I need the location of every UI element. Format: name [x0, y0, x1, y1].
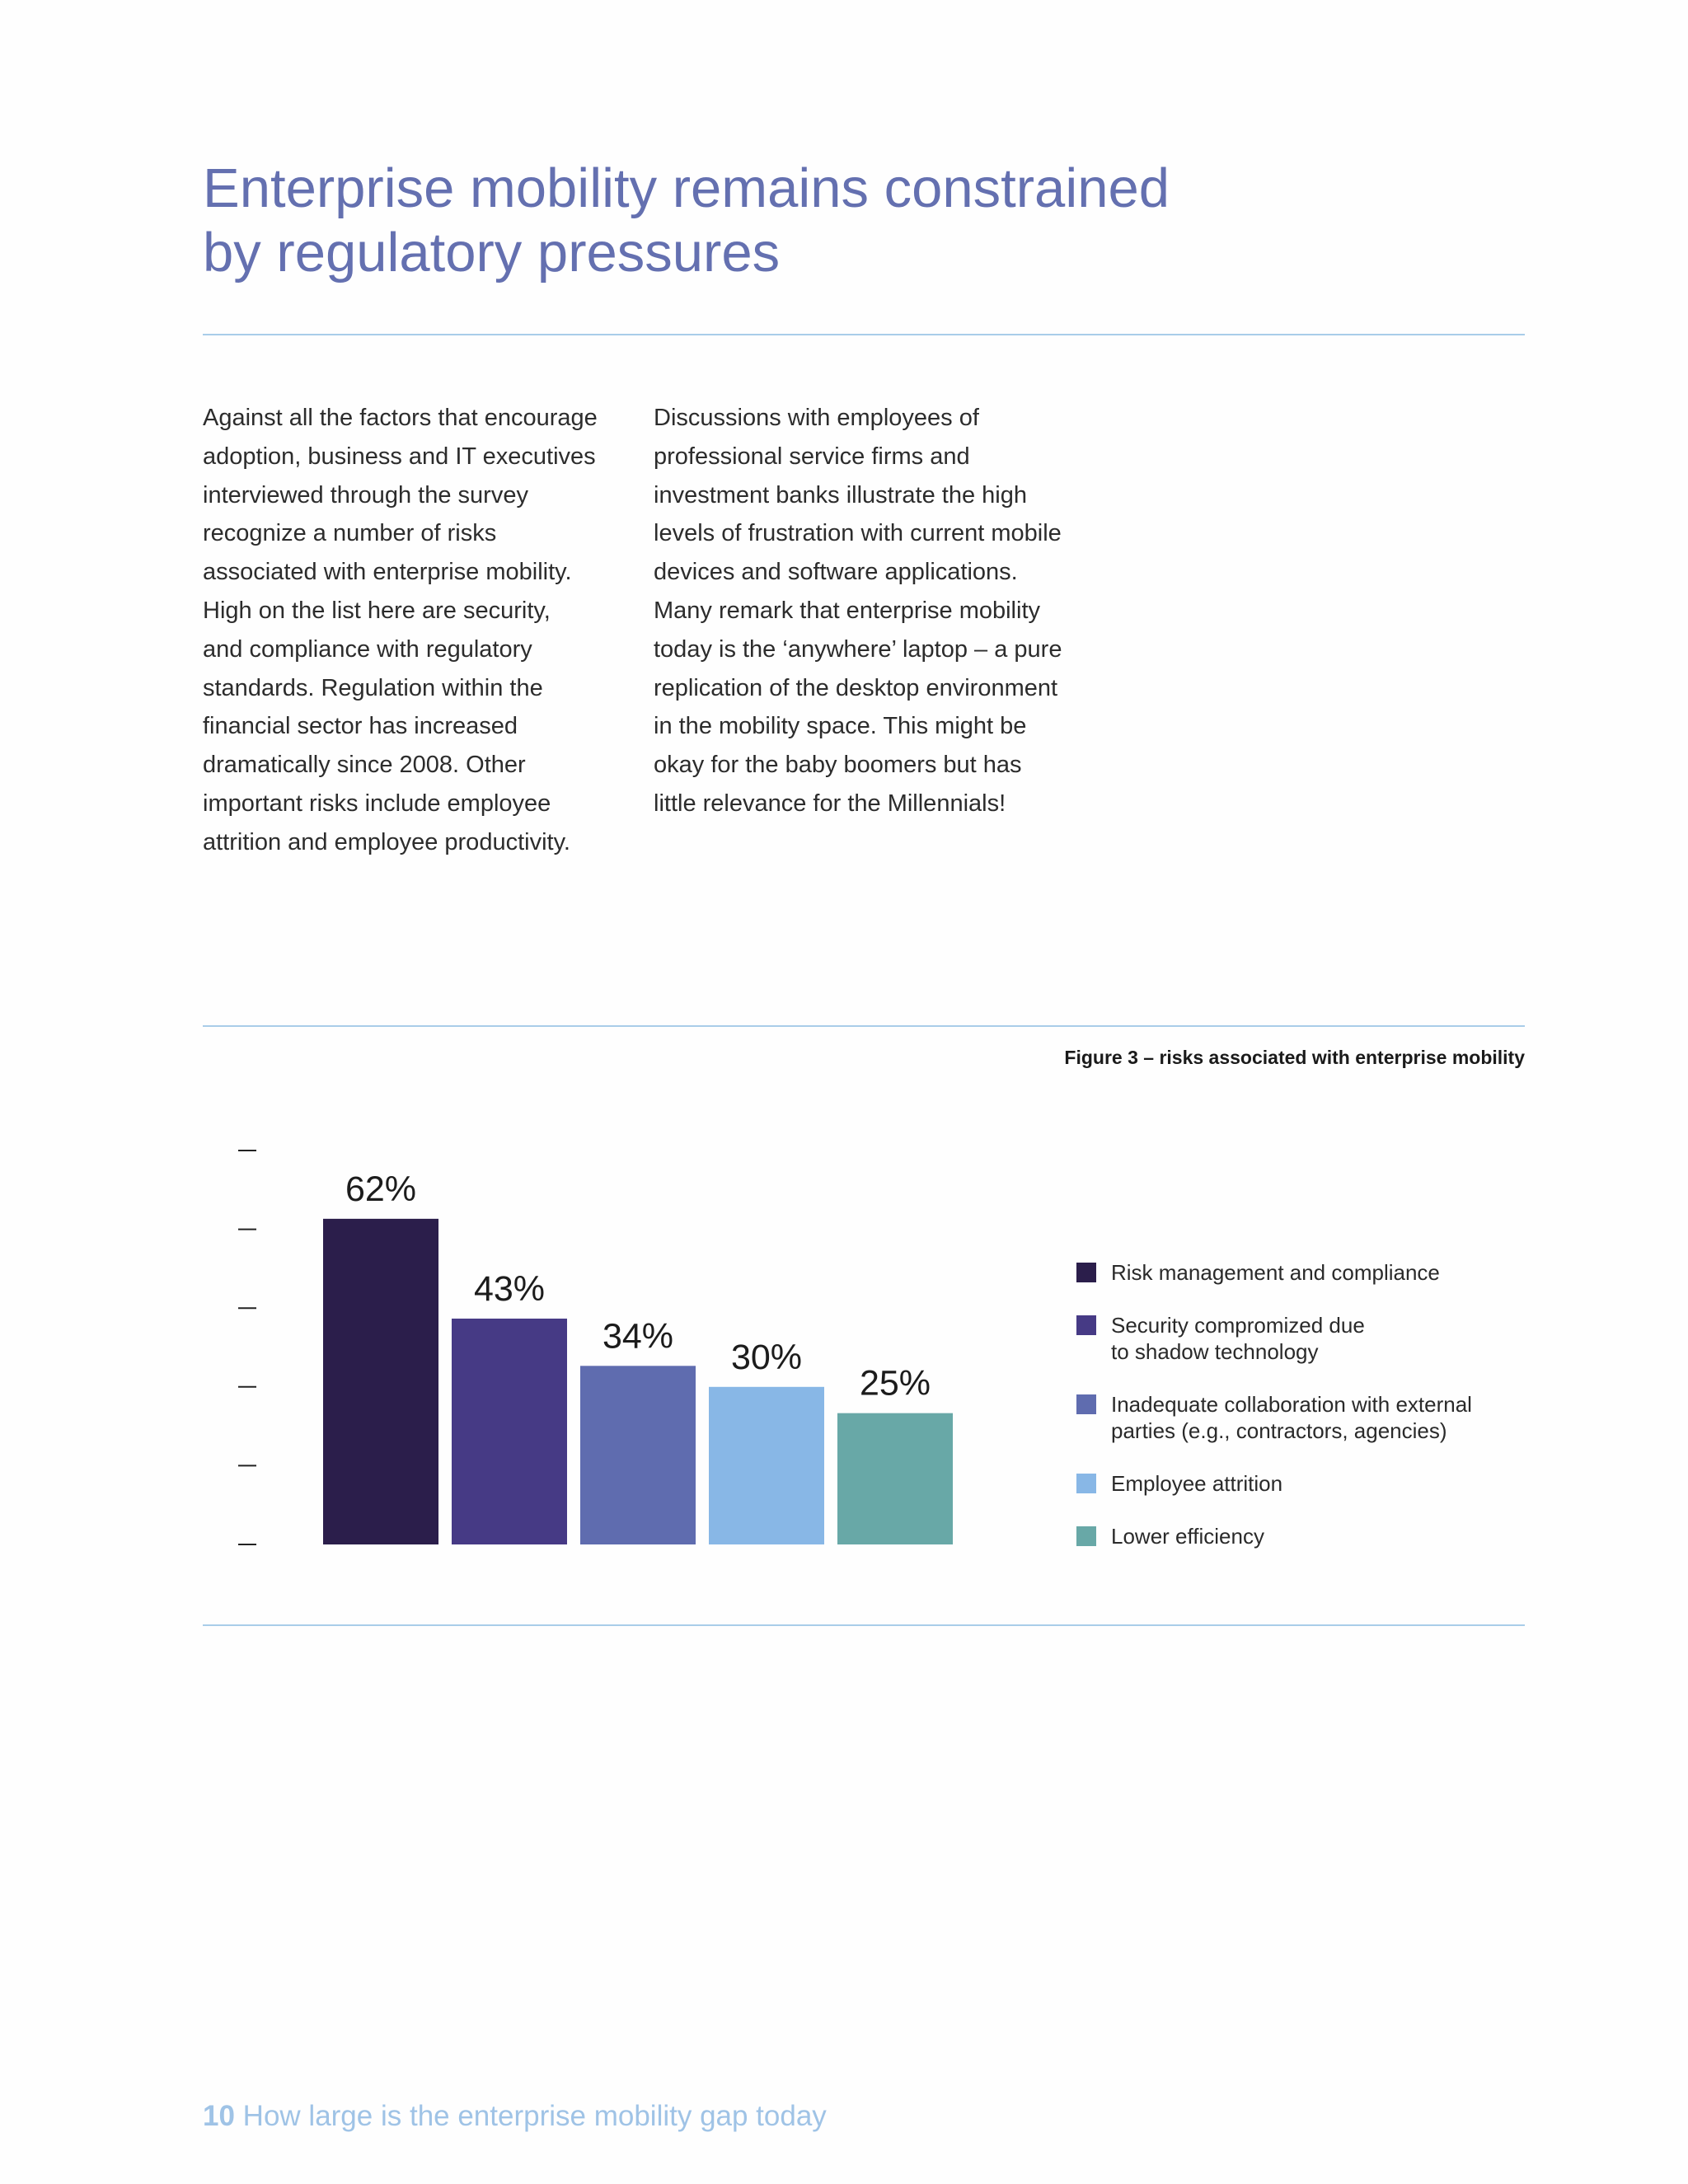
text-line: okay for the baby boomers but has — [654, 752, 1022, 779]
legend-swatch — [1076, 1263, 1096, 1282]
text-line: investment banks illustrate the high — [654, 481, 1027, 509]
page-title-line-2: by regulatory pressures — [203, 222, 781, 284]
footer-text: How large is the enterprise mobility gap… — [242, 2100, 827, 2132]
legend-swatch — [1076, 1526, 1096, 1546]
legend-label: Lower efficiency — [1111, 1524, 1264, 1549]
body-column-right: Discussions with employees of profession… — [654, 399, 1115, 823]
body-column-left: Against all the factors that encourage a… — [203, 399, 631, 862]
text-line: today is the ‘anywhere’ laptop – a pure — [654, 635, 1062, 663]
divider-top — [203, 334, 1525, 335]
bar — [452, 1318, 567, 1544]
text-line: professional service firms and — [654, 443, 970, 470]
text-line: little relevance for the Millennials! — [654, 790, 1006, 817]
text-line: important risks include employee — [203, 790, 551, 817]
text-line: in the mobility space. This might be — [654, 713, 1027, 740]
text-line: recognize a number of risks — [203, 520, 497, 547]
bar-value-label: 43% — [474, 1269, 545, 1309]
chart-legend: Risk management and compliance Security … — [1076, 1259, 1538, 1549]
legend-item: Lower efficiency — [1076, 1523, 1538, 1549]
text-line: High on the list here are security, — [203, 597, 551, 624]
bar-value-label: 62% — [345, 1169, 416, 1209]
legend-label: Security compromized due — [1111, 1313, 1365, 1338]
text-line: devices and software applications. — [654, 559, 1018, 586]
bar-value-label: 34% — [603, 1316, 673, 1356]
legend-item: Security compromized due to shadow techn… — [1076, 1312, 1538, 1365]
bar — [709, 1386, 824, 1544]
legend-swatch — [1076, 1315, 1096, 1335]
text-line: attrition and employee productivity. — [203, 828, 570, 855]
text-line: levels of frustration with current mobil… — [654, 520, 1062, 547]
text-line: adoption, business and IT executives — [203, 443, 596, 470]
bar — [323, 1218, 438, 1544]
text-line: Many remark that enterprise mobility — [654, 597, 1040, 624]
divider-chart-top — [203, 1025, 1525, 1027]
legend-label: Inadequate collaboration with external — [1111, 1392, 1472, 1417]
legend-item: Employee attrition — [1076, 1470, 1538, 1497]
legend-label: Employee attrition — [1111, 1471, 1283, 1496]
divider-chart-bottom — [203, 1624, 1525, 1626]
text-line: associated with enterprise mobility. — [203, 559, 572, 586]
text-line: standards. Regulation within the — [203, 674, 543, 701]
figure-caption: Figure 3 – risks associated with enterpr… — [1064, 1047, 1525, 1068]
page-footer: 10 How large is the enterprise mobility … — [203, 2100, 827, 2133]
page-number: 10 — [203, 2100, 235, 2132]
text-line: Against all the factors that encourage — [203, 405, 598, 431]
text-line: dramatically since 2008. Other — [203, 752, 526, 779]
text-line: and compliance with regulatory — [203, 635, 532, 663]
legend-item: Risk management and compliance — [1076, 1259, 1538, 1286]
text-line: replication of the desktop environment — [654, 674, 1058, 701]
text-line: financial sector has increased — [203, 713, 518, 740]
legend-swatch — [1076, 1394, 1096, 1414]
page-title-line-1: Enterprise mobility remains constrained — [203, 157, 1170, 219]
text-line: Discussions with employees of — [654, 405, 979, 431]
legend-label: Risk management and compliance — [1111, 1260, 1440, 1285]
legend-item: Inadequate collaboration with external p… — [1076, 1391, 1538, 1444]
bar-value-label: 25% — [860, 1364, 931, 1404]
legend-label: parties (e.g., contractors, agencies) — [1111, 1418, 1447, 1443]
legend-swatch — [1076, 1474, 1096, 1493]
legend-label: to shadow technology — [1111, 1339, 1319, 1364]
bar — [580, 1366, 696, 1544]
bar-value-label: 30% — [731, 1338, 802, 1377]
page-title: Enterprise mobility remains constrained … — [203, 157, 1357, 285]
text-line: interviewed through the survey — [203, 481, 528, 509]
bar — [837, 1413, 953, 1544]
